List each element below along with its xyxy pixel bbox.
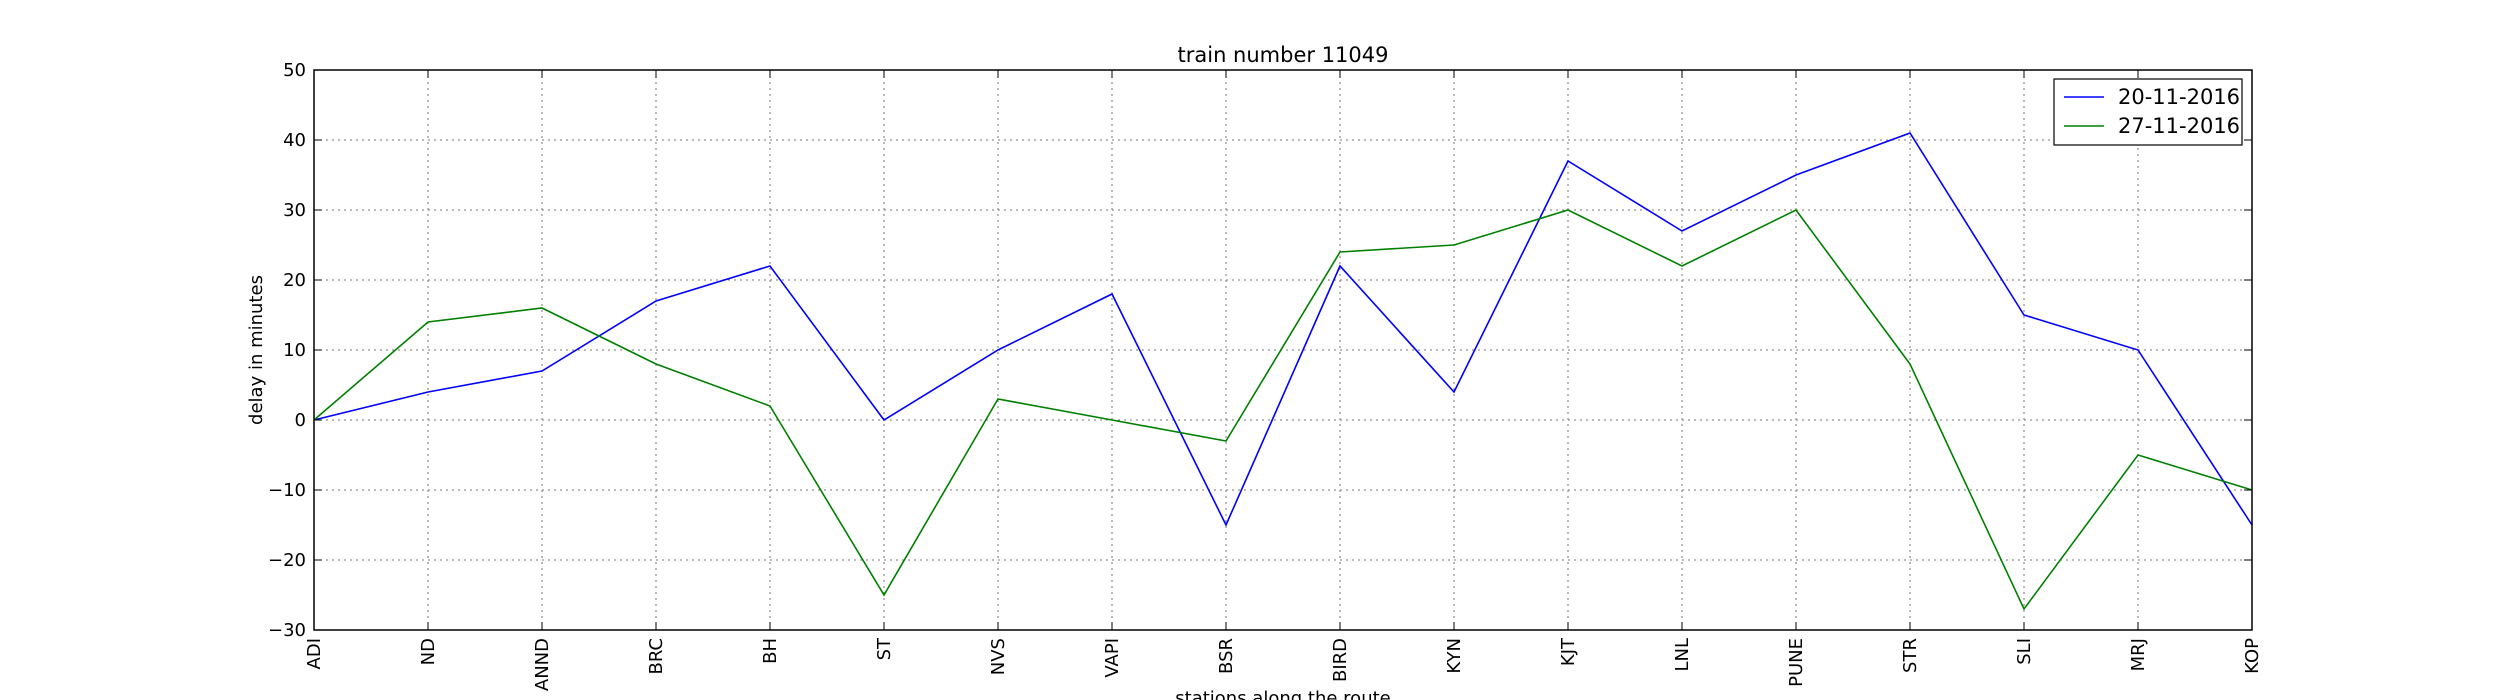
y-tick-label: 0 <box>295 410 306 431</box>
data-series <box>313 132 2253 611</box>
series-line-1 <box>313 132 2253 527</box>
y-tick-label: 20 <box>283 270 306 291</box>
x-tick-label: KOP <box>2242 638 2263 674</box>
y-tick-label: 10 <box>283 340 306 361</box>
x-tick-label: LNL <box>1672 638 1693 672</box>
axis-ticks <box>313 69 2253 631</box>
x-tick-label: VAPI <box>1102 638 1123 678</box>
legend-box <box>2053 78 2243 146</box>
x-tick-label: NVS <box>988 638 1009 675</box>
x-tick-label: ND <box>418 638 439 665</box>
legend-label-series-1: 20-11-2016 <box>2118 85 2240 109</box>
x-tick-label: KJT <box>1558 637 1579 666</box>
x-tick-label: MRJ <box>2128 638 2149 671</box>
x-tick-label: BRC <box>646 638 667 675</box>
x-tick-label: STR <box>1900 638 1921 673</box>
series-line-2 <box>313 208 2253 611</box>
x-tick-label: SLI <box>2014 638 2035 665</box>
x-tick-label: ADI <box>304 638 325 669</box>
y-tick-label: 40 <box>283 130 306 151</box>
tick-labels: ADI ND ANND BRC BH ST NVS VAPI BSR BIRD KYN KJT LNL P… <box>268 60 2263 691</box>
y-tick-label: −10 <box>268 480 306 501</box>
y-tick-label: 30 <box>283 200 306 221</box>
y-tick-label: 50 <box>283 60 306 81</box>
x-tick-label: BSR <box>1216 638 1237 674</box>
legend-label-series-2: 27-11-2016 <box>2118 114 2240 138</box>
y-tick-label: −30 <box>268 620 306 641</box>
x-axis-label: stations along the route <box>1175 688 1390 700</box>
x-tick-label: PUNE <box>1786 638 1807 687</box>
x-tick-label: KYN <box>1444 638 1465 674</box>
grid-lines <box>314 70 2252 630</box>
x-tick-label: ANND <box>532 638 553 691</box>
legend: 20-11-2016 27-11-2016 <box>2053 78 2243 146</box>
y-tick-label: −20 <box>268 550 306 571</box>
x-tick-label: BH <box>760 638 781 664</box>
x-tick-label: ST <box>874 637 895 660</box>
x-tick-label: BIRD <box>1330 638 1351 682</box>
chart-title: train number 11049 <box>1178 43 1389 67</box>
y-axis-label: delay in minutes <box>246 275 267 425</box>
